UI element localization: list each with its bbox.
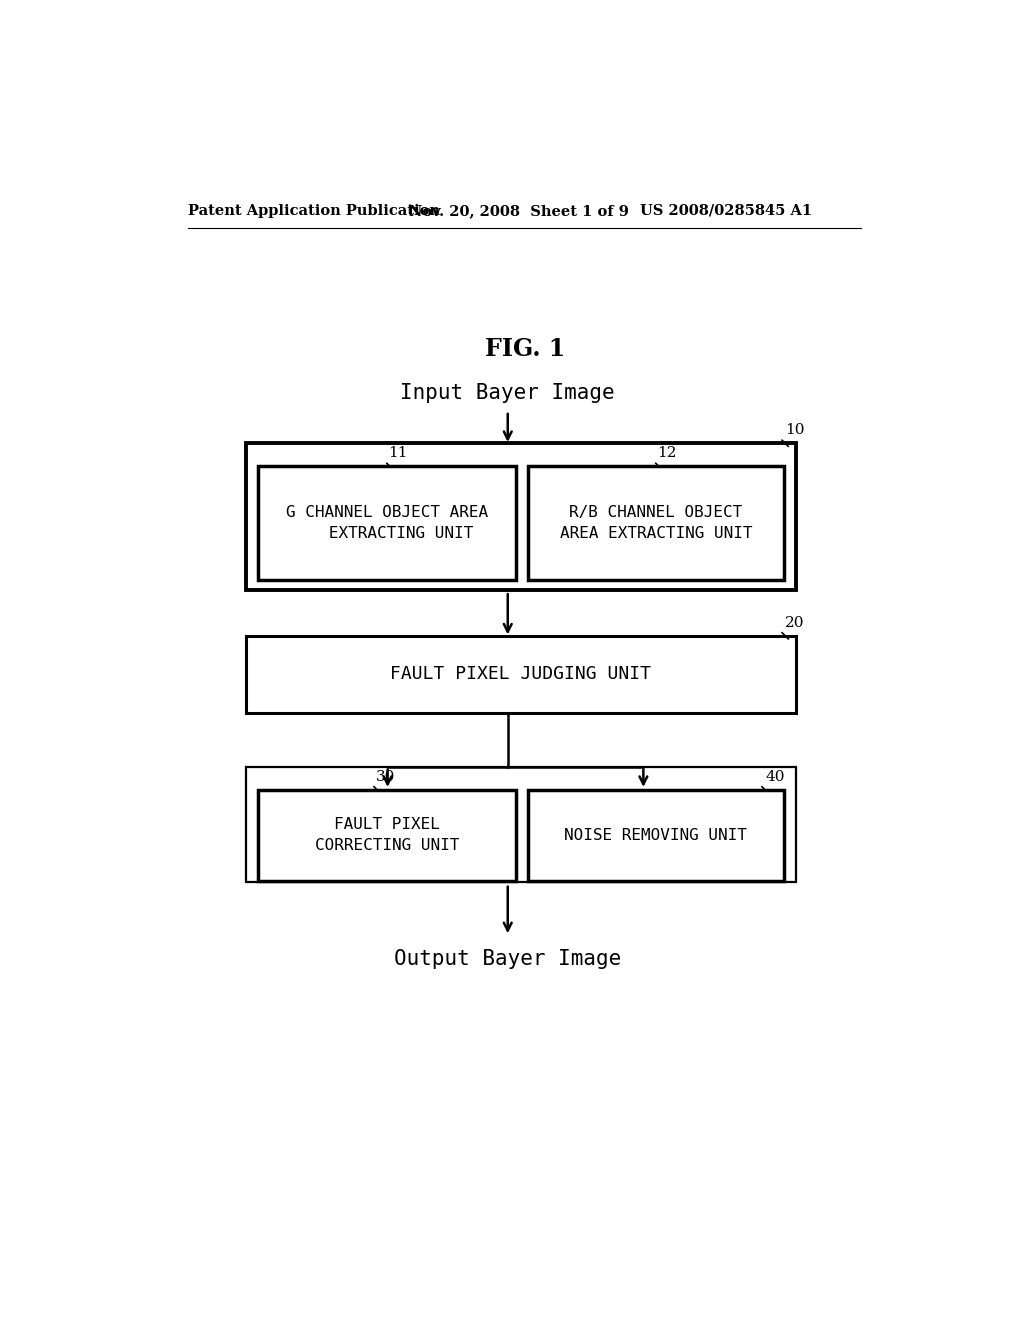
Text: Input Bayer Image: Input Bayer Image xyxy=(400,383,615,403)
Text: 10: 10 xyxy=(785,424,805,437)
Text: FIG. 1: FIG. 1 xyxy=(484,338,565,362)
Text: 40: 40 xyxy=(765,770,784,784)
Bar xyxy=(258,789,515,880)
Text: US 2008/0285845 A1: US 2008/0285845 A1 xyxy=(640,203,812,218)
Text: FAULT PIXEL JUDGING UNIT: FAULT PIXEL JUDGING UNIT xyxy=(390,665,651,684)
Text: G CHANNEL OBJECT AREA
   EXTRACTING UNIT: G CHANNEL OBJECT AREA EXTRACTING UNIT xyxy=(286,506,487,541)
Text: 30: 30 xyxy=(376,770,395,784)
Text: 12: 12 xyxy=(657,446,677,461)
Bar xyxy=(528,466,783,581)
Text: 20: 20 xyxy=(785,615,805,630)
Text: 11: 11 xyxy=(388,446,408,461)
Text: R/B CHANNEL OBJECT
AREA EXTRACTING UNIT: R/B CHANNEL OBJECT AREA EXTRACTING UNIT xyxy=(559,506,752,541)
Bar xyxy=(528,789,783,880)
Bar xyxy=(246,444,796,590)
Text: Patent Application Publication: Patent Application Publication xyxy=(188,203,440,218)
Text: NOISE REMOVING UNIT: NOISE REMOVING UNIT xyxy=(564,828,748,842)
Bar xyxy=(258,466,515,581)
Text: Nov. 20, 2008  Sheet 1 of 9: Nov. 20, 2008 Sheet 1 of 9 xyxy=(409,203,629,218)
Bar xyxy=(246,767,796,882)
Text: FAULT PIXEL
CORRECTING UNIT: FAULT PIXEL CORRECTING UNIT xyxy=(314,817,459,853)
Text: Output Bayer Image: Output Bayer Image xyxy=(394,949,622,969)
Bar xyxy=(246,636,796,713)
